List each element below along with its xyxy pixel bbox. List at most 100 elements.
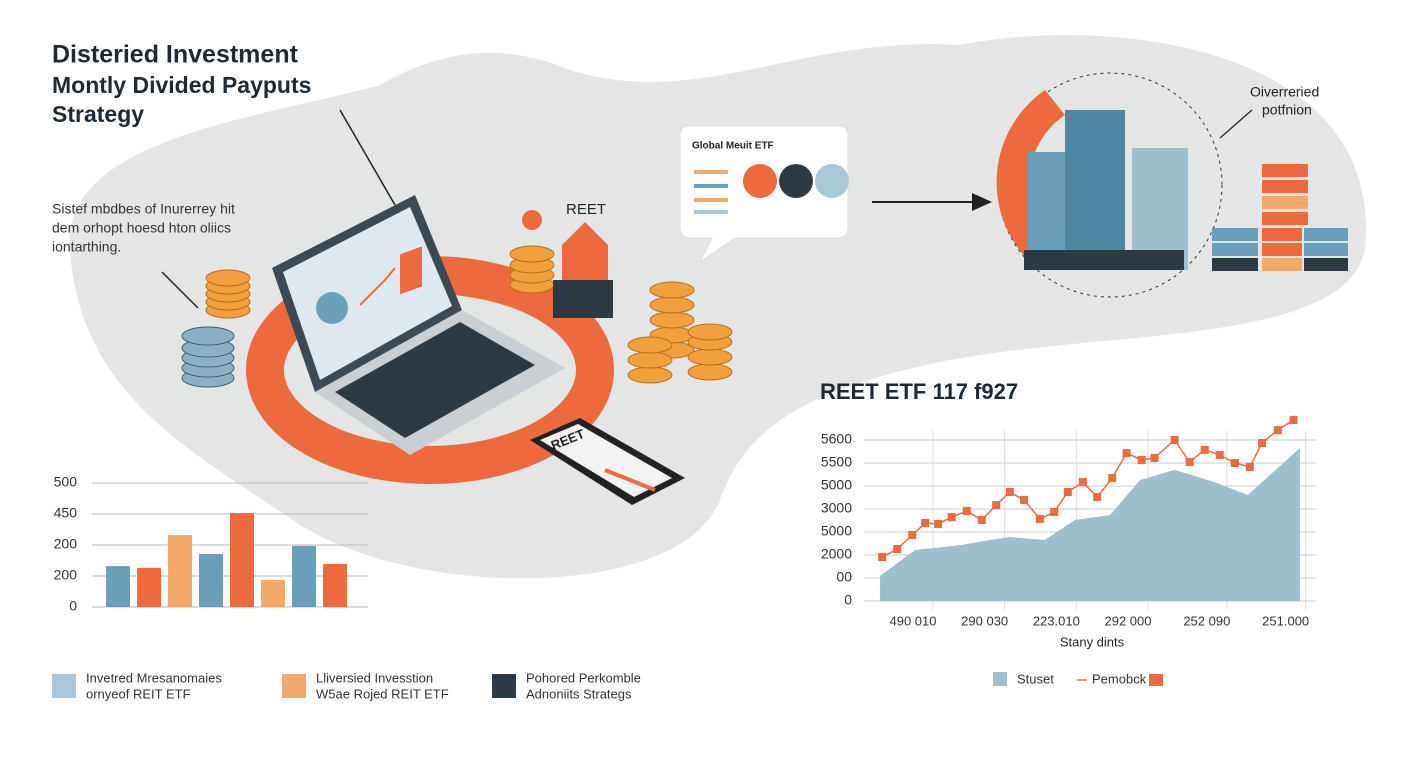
point: [1020, 496, 1029, 505]
point: [1215, 450, 1224, 459]
y-tick-label: 2000: [821, 546, 852, 562]
point: [1005, 487, 1014, 496]
card-title: Global Meuit ETF: [692, 141, 774, 152]
point: [1185, 458, 1194, 467]
y-tick-label: 5000: [821, 477, 852, 493]
card-line: [694, 184, 728, 188]
y-tick-label: 500: [54, 474, 78, 490]
point: [1050, 507, 1059, 516]
note-line: iontarthing.: [52, 239, 121, 255]
point: [1035, 514, 1044, 523]
card-circle: [779, 164, 813, 198]
pointer-line: [1219, 109, 1253, 139]
phone-bar: [604, 468, 656, 492]
y-tick-label: 200: [54, 536, 78, 552]
x-tick-label: 290 030: [961, 613, 1008, 628]
legend-swatch: [1149, 674, 1163, 686]
y-tick-label: 3000: [821, 500, 852, 516]
gear: [522, 210, 542, 230]
legend-label: Pemobck: [1092, 671, 1147, 686]
y-tick-label: 200: [54, 567, 78, 583]
x-tick-label: 252 090: [1183, 613, 1230, 628]
point: [1108, 473, 1117, 482]
card-line: [694, 170, 728, 174]
point: [878, 553, 887, 562]
point: [1230, 459, 1239, 467]
portfolio-label: potfnion: [1262, 102, 1312, 118]
house: [562, 222, 608, 290]
point: [1170, 436, 1179, 444]
point: [977, 516, 986, 525]
y-tick-label: 450: [54, 505, 78, 521]
house-label: REET: [566, 201, 606, 218]
coin-stack: [205, 245, 733, 384]
chart-title: REET ETF 117 f927: [820, 379, 1018, 404]
phone-screen: [540, 424, 672, 497]
point: [962, 507, 971, 516]
bar: [137, 567, 161, 607]
title-line: Strategy: [52, 101, 144, 127]
area: [880, 448, 1300, 601]
legend-label: Stuset: [1017, 671, 1054, 686]
point: [1078, 478, 1087, 487]
legend-label: Pohored Perkomble: [526, 670, 641, 685]
point: [947, 513, 956, 522]
legend-label: Lliversied Invesstion: [316, 670, 433, 685]
legend-swatch: [282, 674, 306, 698]
point: [1289, 415, 1298, 424]
bar: [230, 513, 254, 607]
keyboard: [335, 322, 535, 438]
point: [921, 519, 930, 528]
blocks: [1212, 164, 1348, 271]
building: [1065, 110, 1125, 270]
x-tick-label: 223.010: [1033, 613, 1080, 628]
point: [1200, 445, 1209, 454]
point: [1137, 456, 1146, 465]
screen-line: [359, 267, 396, 306]
y-tick-label: 5500: [821, 454, 852, 470]
bar: [168, 535, 192, 607]
laptop-screen: [283, 207, 452, 380]
x-tick-label: 490 010: [890, 613, 937, 628]
point: [1122, 449, 1131, 458]
bar: [199, 553, 223, 607]
bar: [106, 566, 130, 607]
point: [934, 519, 943, 528]
point: [908, 530, 917, 539]
note-line: dem orhopt hoesd hton oliics: [52, 220, 231, 236]
point: [1245, 462, 1254, 471]
screen-bars: [400, 246, 422, 295]
legend-label: ornyeof REIT ETF: [86, 686, 191, 701]
y-tick-label: 00: [836, 569, 852, 585]
point: [1150, 453, 1159, 462]
legend-label: Adnoniits Strategs: [526, 686, 632, 701]
y-tick-label: 5000: [821, 523, 852, 539]
arrow-head: [972, 193, 992, 211]
y-tick-label: 0: [844, 592, 852, 608]
y-tick-label: 5600: [821, 431, 852, 447]
screen-pie: [316, 292, 348, 324]
building-base: [1024, 250, 1184, 270]
bar: [261, 580, 285, 607]
point: [893, 545, 902, 554]
point: [992, 501, 1001, 510]
legend-label: W5ae Rojed REIT ETF: [316, 686, 449, 701]
legend-label: Invetred Mresanomaies: [86, 670, 222, 685]
house-box: [553, 280, 613, 318]
bar: [323, 563, 347, 607]
coin-stack: [181, 326, 235, 388]
point: [1273, 426, 1282, 435]
portfolio-label: Oiverreried: [1250, 84, 1319, 100]
card-circle: [743, 164, 777, 198]
point: [1093, 493, 1102, 502]
point: [1258, 438, 1267, 447]
x-tick-label: 251.000: [1262, 613, 1309, 628]
card-line: [694, 198, 728, 202]
portfolio-arc: [996, 90, 1065, 262]
bar: [292, 545, 316, 607]
point: [1063, 487, 1072, 496]
note-line: Sistef mbdbes of Inurerrey hit: [52, 201, 235, 217]
x-axis-label: Stany dints: [1060, 634, 1125, 649]
legend-swatch: [993, 672, 1007, 686]
